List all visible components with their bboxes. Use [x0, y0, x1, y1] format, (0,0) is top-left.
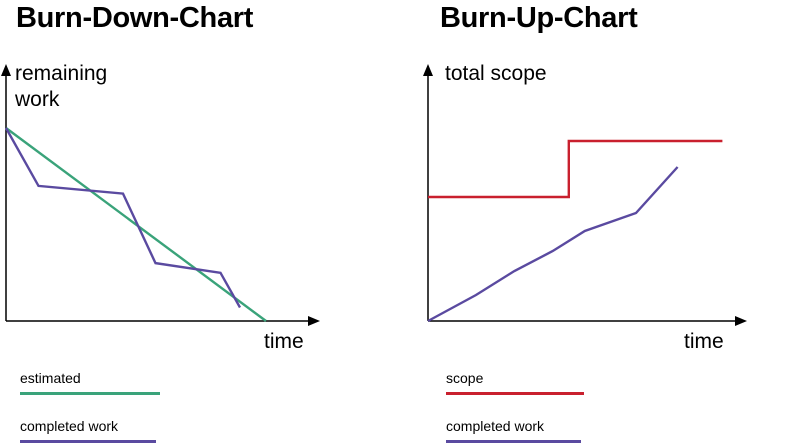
x-axis-arrowhead: [735, 316, 747, 326]
legend-swatch: [446, 392, 584, 395]
series-line-completed-work: [4, 127, 242, 309]
series-line-completed-work: [427, 166, 679, 323]
burn-up-chart-panel: Burn-Up-Chart total scope time scope com…: [400, 0, 800, 445]
legend-item-estimated: estimated: [20, 370, 170, 400]
chart-title: Burn-Down-Chart: [16, 2, 254, 34]
burn-down-chart-panel: Burn-Down-Chart remaining work time esti…: [0, 0, 400, 445]
series-line-estimated: [5, 127, 267, 322]
x-axis-label: time: [264, 330, 304, 353]
legend-label: completed work: [446, 418, 545, 434]
legend-label: completed work: [20, 418, 119, 434]
legend-label: scope: [446, 370, 484, 386]
y-axis-label: total scope: [445, 62, 547, 85]
y-axis-label: remaining work: [15, 62, 108, 111]
y-axis-arrowhead: [1, 64, 11, 76]
burn-down-plot: [1, 64, 320, 326]
legend-item-scope: scope: [446, 370, 596, 400]
legend-item-completed-work: completed work: [20, 418, 170, 448]
x-axis-label: time: [684, 330, 724, 353]
legend-swatch: [20, 440, 156, 443]
chart-title: Burn-Up-Chart: [440, 2, 638, 34]
x-axis-arrowhead: [308, 316, 320, 326]
legend-swatch: [20, 392, 160, 395]
burn-up-plot: [423, 64, 747, 326]
legend-label: estimated: [20, 370, 81, 386]
series-line-scope: [428, 139, 723, 199]
legend-swatch: [446, 440, 581, 443]
y-axis-arrowhead: [423, 64, 433, 76]
legend-item-completed-work: completed work: [446, 418, 596, 448]
